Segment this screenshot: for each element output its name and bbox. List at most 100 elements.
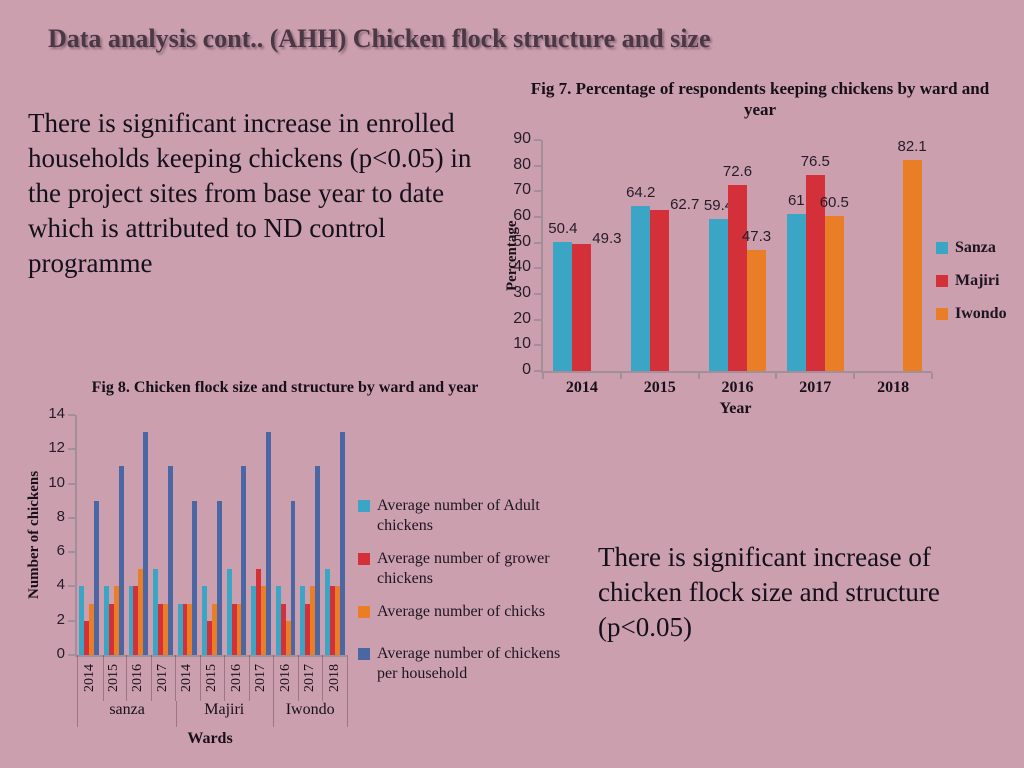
fig8-y-tick-label: 10 xyxy=(48,473,65,491)
fig8-year-tick-label: 2016 xyxy=(277,664,293,692)
fig8-bar-series3-g3 xyxy=(167,466,173,655)
fig8-y-tick xyxy=(68,448,75,451)
fig7-x-tick xyxy=(619,373,622,379)
fig8-year-tick-cell: 2017 xyxy=(151,655,177,701)
fig8-legend-item: Average number of Adult chickens xyxy=(358,496,568,536)
fig7-chart: Fig 7. Percentage of respondents keeping… xyxy=(500,78,1024,423)
fig8-year-tick-label: 2014 xyxy=(179,664,195,692)
fig8-year-tick-label: 2017 xyxy=(253,664,269,692)
fig8-bar-series2-g8 xyxy=(285,620,291,655)
fig8-year-tick-cell: 2017 xyxy=(298,655,324,701)
fig8-legend: Average number of Adult chickens Average … xyxy=(358,496,568,697)
fig8-bar-series1-g8 xyxy=(280,603,286,655)
fig7-x-tick xyxy=(775,373,778,379)
fig7-bar-majiri-2014 xyxy=(572,244,592,371)
fig7-data-label: 49.3 xyxy=(592,230,622,248)
fig8-bar-series3-g8 xyxy=(290,500,296,655)
fig7-x-tick-label: 2014 xyxy=(565,379,598,396)
fig8-bar-series1-g4 xyxy=(182,603,188,655)
fig7-data-label: 59.4 xyxy=(703,196,734,214)
fig8-chart: Fig 8. Chicken flock size and structure … xyxy=(20,378,620,768)
fig7-data-label: 61 xyxy=(787,192,805,210)
fig7-bar-sanza-2015 xyxy=(631,206,651,371)
fig7-bar-sanza-2016 xyxy=(709,218,728,371)
fig7-data-label: 50.4 xyxy=(548,219,578,237)
fig8-year-tick-label: 2016 xyxy=(130,664,146,692)
fig8-bar-series0-g7 xyxy=(251,586,257,655)
fig7-y-tick-label: 70 xyxy=(513,181,531,199)
fig8-bar-series0-g10 xyxy=(324,569,330,655)
fig8-legend-item: Average number of chicks xyxy=(358,602,568,622)
fig8-bar-series3-g1 xyxy=(118,466,124,655)
fig8-bar-series0-g9 xyxy=(300,586,306,655)
fig8-bar-series0-g3 xyxy=(153,569,158,655)
fig8-bar-series3-g0 xyxy=(94,500,100,655)
fig8-bar-series0-g1 xyxy=(104,586,109,655)
fig8-year-tick-cell: 2015 xyxy=(102,655,128,701)
fig7-data-label: 60.5 xyxy=(819,193,849,211)
fig7-legend-swatch xyxy=(936,275,948,287)
fig8-legend-swatch xyxy=(358,553,370,565)
fig7-legend-swatch xyxy=(936,242,948,254)
fig8-legend-item: Average number of chickens per household xyxy=(358,644,568,684)
fig7-legend-label: Sanza xyxy=(955,239,996,256)
fig7-data-label: 72.6 xyxy=(722,162,753,180)
fig8-bar-series2-g4 xyxy=(187,603,193,655)
fig8-bar-series2-g6 xyxy=(236,603,242,655)
fig7-legend-label: Iwondo xyxy=(955,305,1007,322)
fig7-x-tick xyxy=(853,373,856,379)
fig8-year-tick-cell: 2016 xyxy=(273,655,299,701)
fig8-y-tick xyxy=(68,551,75,554)
fig8-bar-series2-g1 xyxy=(113,586,119,655)
fig8-year-tick-label: 2017 xyxy=(154,664,170,692)
fig7-y-tick xyxy=(534,293,541,295)
fig8-plot-area: 0 2 4 6 8 10 12 14 2014 2015 2016 2017 sanza 2014 2015… xyxy=(48,405,348,727)
slide-title: Data analysis cont.. (AHH) Chicken flock… xyxy=(48,24,711,53)
fig7-x-tick xyxy=(697,373,700,379)
fig7-bar-majiri-2017 xyxy=(805,174,825,371)
fig7-y-tick-label: 50 xyxy=(513,232,531,250)
fig8-y-tick-label: 14 xyxy=(48,405,65,422)
fig8-bar-series2-g7 xyxy=(261,586,266,655)
fig7-y-tick xyxy=(534,267,541,270)
fig7-y-tick xyxy=(534,164,541,167)
fig8-y-tick xyxy=(68,585,75,588)
fig7-plot-area: 0 10 20 30 40 50 60 70 80 90 2014 50.4 49.3 2015 64.2 6… xyxy=(513,130,933,396)
fig7-bar-iwondo-2018 xyxy=(902,160,922,371)
fig8-year-tick-label: 2015 xyxy=(105,664,121,692)
fig8-y-tick xyxy=(68,482,75,485)
fig8-bar-series1-g9 xyxy=(305,603,311,655)
fig7-y-tick xyxy=(534,370,541,372)
fig8-legend-swatch xyxy=(358,648,370,660)
fig8-x-axis-label: Wards xyxy=(187,730,233,747)
fig8-legend-label: Average number of chickens per household xyxy=(377,645,561,682)
fig7-x-tick-label: 2018 xyxy=(877,379,910,396)
fig8-bar-series1-g3 xyxy=(158,603,163,655)
fig7-legend-label: Majiri xyxy=(955,272,1000,289)
fig7-bar-majiri-2015 xyxy=(650,210,670,371)
fig7-y-tick-label: 80 xyxy=(513,155,531,173)
fig8-bar-series1-g5 xyxy=(207,620,212,655)
fig7-legend-swatch xyxy=(936,308,948,320)
fig8-bar-series0-g4 xyxy=(177,603,183,655)
fig8-bar-series2-g3 xyxy=(162,603,168,655)
fig7-legend-item: Sanza xyxy=(936,238,1007,258)
fig7-y-tick xyxy=(534,139,541,141)
fig7-bar-majiri-2016 xyxy=(728,184,747,371)
fig8-bar-series1-g6 xyxy=(231,603,237,655)
fig8-bar-series3-g6 xyxy=(241,466,247,655)
fig8-year-tick-cell: 2014 xyxy=(175,655,201,701)
bottom-right-commentary-text: There is significant increase of chicken… xyxy=(598,542,940,643)
fig7-x-tick-label: 2016 xyxy=(721,379,754,396)
fig8-legend-item: Average number of grower chickens xyxy=(358,549,568,589)
fig8-legend-label: Average number of Adult chickens xyxy=(377,497,540,534)
fig8-year-tick-label: 2018 xyxy=(326,664,342,692)
fig8-bar-series2-g2 xyxy=(138,569,144,655)
fig8-bar-series3-g9 xyxy=(315,466,320,655)
fig7-data-label: 82.1 xyxy=(897,138,927,156)
fig8-year-tick-cell: 2015 xyxy=(200,655,226,701)
fig8-bar-series3-g10 xyxy=(339,432,345,655)
fig7-x-tick-label: 2015 xyxy=(643,379,676,396)
fig8-title: Fig 8. Chicken flock size and structure … xyxy=(91,379,479,396)
fig8-year-tick-label: 2017 xyxy=(302,664,318,692)
